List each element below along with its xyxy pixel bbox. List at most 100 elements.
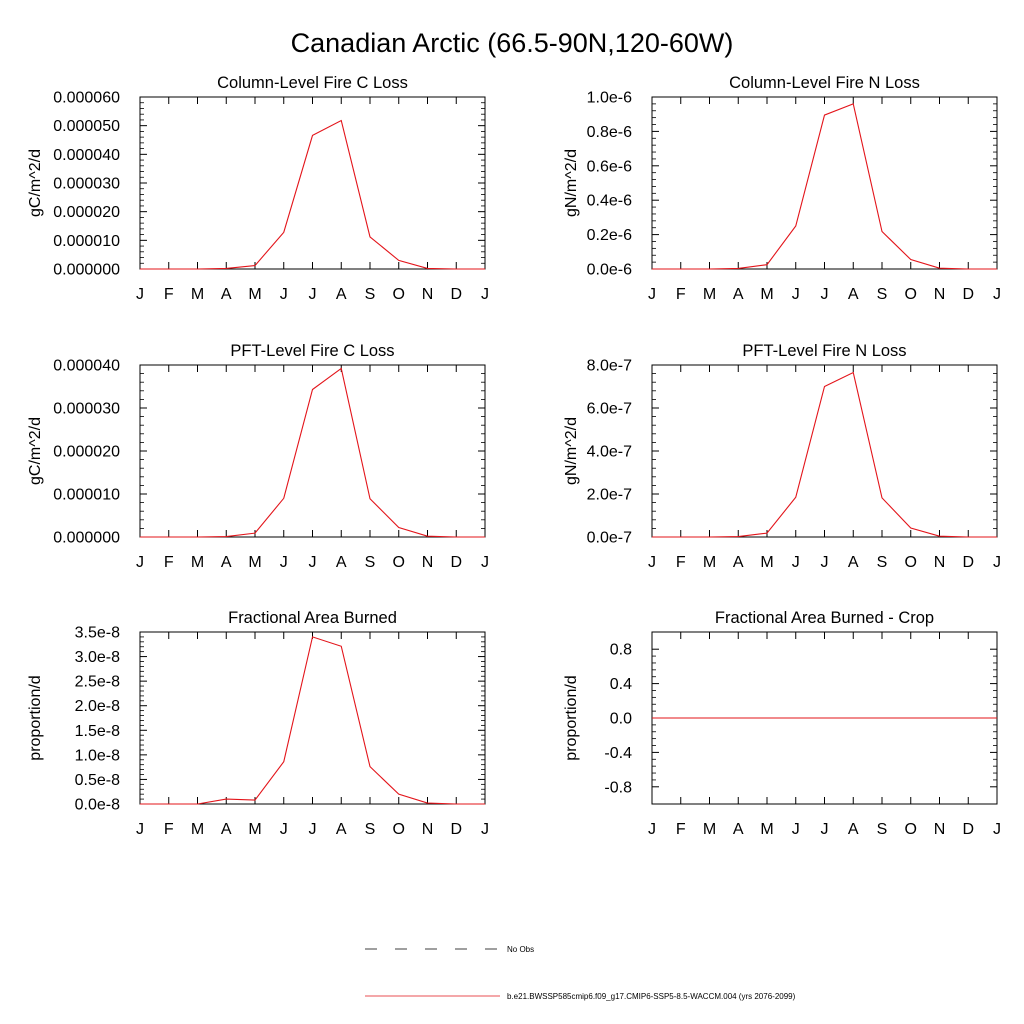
x-tick-label: D <box>962 821 974 838</box>
panel-title: Fractional Area Burned <box>228 609 397 627</box>
panel-title: Column-Level Fire N Loss <box>729 74 920 92</box>
x-tick-label: A <box>336 554 347 571</box>
x-tick-label: M <box>191 821 204 838</box>
x-tick-label: J <box>821 286 829 303</box>
x-tick-label: J <box>136 286 144 303</box>
y-tick-label: 1.0e-6 <box>587 90 632 107</box>
y-tick-label: 2.5e-8 <box>75 674 120 691</box>
y-tick-label: 0.000040 <box>53 358 120 375</box>
x-tick-label: M <box>760 286 773 303</box>
x-tick-label: S <box>365 286 376 303</box>
y-tick-label: 0.0 <box>610 711 632 728</box>
x-tick-label: J <box>792 821 800 838</box>
x-tick-label: N <box>422 286 434 303</box>
x-tick-label: J <box>648 554 656 571</box>
x-tick-label: M <box>703 554 716 571</box>
y-tick-label: 0.000040 <box>53 147 120 164</box>
y-axis-label: proportion/d <box>27 675 44 760</box>
x-tick-label: A <box>221 554 232 571</box>
figure-title: Canadian Arctic (66.5-90N,120-60W) <box>291 28 734 58</box>
chart-panel: J F M A M J J A S O N D J0.0e-60.2e-60.4e-60.6e-60.8… <box>563 74 1001 303</box>
x-tick-label: F <box>676 554 686 571</box>
x-tick-label: D <box>962 286 974 303</box>
y-tick-label: 0.000020 <box>53 204 120 221</box>
series-line <box>652 371 997 538</box>
y-tick-label: 3.5e-8 <box>75 625 120 642</box>
x-tick-label: J <box>481 821 489 838</box>
x-tick-label: O <box>393 821 405 838</box>
x-tick-label: J <box>821 554 829 571</box>
x-tick-label: F <box>676 821 686 838</box>
chart-panel: J F M A M J J A S O N D J0.0e-72.0e-74.0e-76.0e-78.0… <box>563 342 1001 571</box>
x-tick-label: O <box>905 554 917 571</box>
panels: J F M A M J J A S O N D J0.0000000.0000100.0000200.0… <box>27 74 1001 838</box>
y-tick-label: 0.000010 <box>53 487 120 504</box>
x-tick-label: J <box>280 821 288 838</box>
series-line <box>140 636 485 805</box>
x-tick-label: J <box>792 554 800 571</box>
x-tick-label: J <box>993 821 1001 838</box>
x-tick-label: J <box>280 286 288 303</box>
x-tick-label: F <box>164 554 174 571</box>
x-tick-label: A <box>221 286 232 303</box>
x-tick-label: M <box>703 821 716 838</box>
y-tick-label: 0.000020 <box>53 444 120 461</box>
x-tick-label: J <box>993 286 1001 303</box>
plot-frame <box>651 364 998 538</box>
y-tick-label: 3.0e-8 <box>75 649 120 666</box>
y-tick-label: 0.000060 <box>53 90 120 107</box>
series-line <box>140 367 485 538</box>
x-tick-label: O <box>905 821 917 838</box>
legend-label-no-obs: No Obs <box>507 945 534 954</box>
y-tick-label: 0.4e-6 <box>587 193 632 210</box>
panel-title: PFT-Level Fire N Loss <box>742 342 906 360</box>
legend-label-case: b.e21.BWSSP585cmip6.f09_g17.CMIP6-SSP5-8… <box>507 992 796 1001</box>
x-tick-label: J <box>481 286 489 303</box>
chart-panel: J F M A M J J A S O N D J0.0e-80.5e-81.0e-81.5e-82.0… <box>27 609 489 838</box>
x-tick-label: N <box>934 821 946 838</box>
x-tick-label: M <box>191 286 204 303</box>
x-tick-label: A <box>336 821 347 838</box>
series-line <box>652 103 997 270</box>
y-tick-label: 0.000030 <box>53 176 120 193</box>
y-tick-label: 2.0e-7 <box>587 487 632 504</box>
y-tick-label: 0.0e-8 <box>75 797 120 814</box>
x-tick-label: A <box>733 286 744 303</box>
x-tick-label: S <box>877 286 888 303</box>
y-tick-label: 0.8e-6 <box>587 124 632 141</box>
x-tick-label: M <box>248 554 261 571</box>
x-tick-label: J <box>136 821 144 838</box>
y-tick-label: 6.0e-7 <box>587 401 632 418</box>
x-tick-label: A <box>336 286 347 303</box>
x-tick-label: F <box>164 286 174 303</box>
x-tick-label: J <box>648 286 656 303</box>
x-tick-label: A <box>848 821 859 838</box>
chart-panel: J F M A M J J A S O N D J0.0000000.0000100.0000200.0… <box>27 74 489 303</box>
y-tick-label: 4.0e-7 <box>587 444 632 461</box>
x-tick-label: N <box>422 821 434 838</box>
y-tick-label: -0.8 <box>604 779 632 796</box>
x-tick-label: M <box>760 821 773 838</box>
y-axis-label: proportion/d <box>563 675 580 760</box>
x-tick-label: J <box>993 554 1001 571</box>
y-axis-label: gN/m^2/d <box>563 417 580 485</box>
x-tick-label: D <box>450 554 462 571</box>
y-tick-label: 0.000000 <box>53 262 120 279</box>
y-tick-label: 0.5e-8 <box>75 772 120 789</box>
x-tick-label: M <box>703 286 716 303</box>
y-tick-label: 0.4 <box>610 676 632 693</box>
x-tick-label: M <box>248 286 261 303</box>
y-axis-label: gN/m^2/d <box>563 149 580 217</box>
y-tick-label: 0.2e-6 <box>587 227 632 244</box>
y-tick-label: 0.000050 <box>53 118 120 135</box>
x-tick-label: A <box>733 554 744 571</box>
x-tick-label: O <box>905 286 917 303</box>
plot-frame <box>139 96 486 270</box>
y-tick-label: 0.000000 <box>53 530 120 547</box>
chart-panel: J F M A M J J A S O N D J-0.8-0.40.00.40.8Fractional… <box>563 609 1001 838</box>
x-tick-label: N <box>422 554 434 571</box>
x-tick-label: A <box>848 554 859 571</box>
panel-title: Column-Level Fire C Loss <box>217 74 408 92</box>
x-tick-label: S <box>365 821 376 838</box>
chart-panel: J F M A M J J A S O N D J0.0000000.0000100.0000200.0… <box>27 342 489 571</box>
